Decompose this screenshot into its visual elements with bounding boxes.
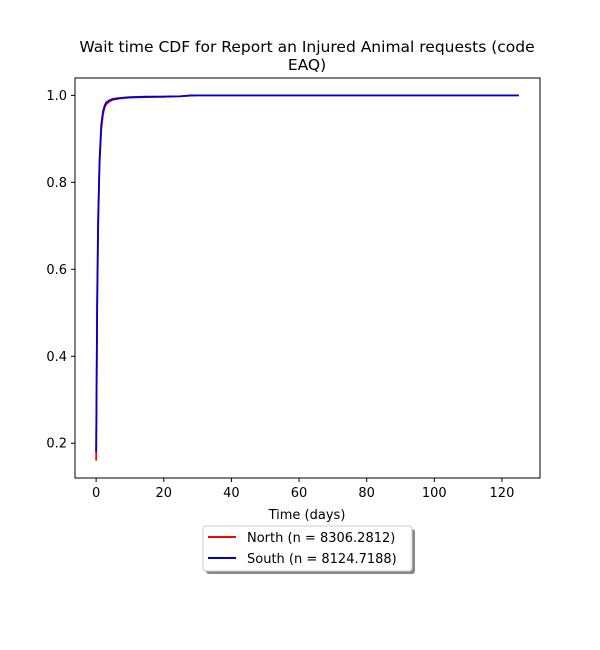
x-tick-label: 0 xyxy=(92,486,100,501)
y-tick-label: 0.4 xyxy=(46,350,67,365)
legend-label-south: South (n = 8124.7188) xyxy=(247,552,397,567)
series-line-south xyxy=(95,94,519,452)
x-tick-label: 100 xyxy=(422,486,447,501)
y-tick-label: 0.8 xyxy=(46,176,67,191)
x-axis-label: Time (days) xyxy=(268,508,346,523)
x-tick-label: 40 xyxy=(223,486,240,501)
x-tick-label: 120 xyxy=(490,486,515,501)
y-tick-label: 0.6 xyxy=(46,263,67,278)
legend: North (n = 8306.2812) South (n = 8124.71… xyxy=(202,525,415,574)
chart-title-line-2: EAQ) xyxy=(288,56,326,74)
y-tick-label: 1.0 xyxy=(46,89,67,104)
plot-series xyxy=(95,94,519,461)
y-tick-label: 0.2 xyxy=(46,437,67,452)
legend-label-north: North (n = 8306.2812) xyxy=(247,531,395,546)
x-tick-label: 60 xyxy=(291,486,308,501)
series-line-north xyxy=(95,94,519,461)
x-tick-label: 20 xyxy=(155,486,172,501)
legend-box xyxy=(202,525,413,572)
chart-title-line-1: Wait time CDF for Report an Injured Anim… xyxy=(79,38,534,56)
x-axis-ticks: 0 20 40 60 80 100 120 xyxy=(92,478,514,501)
x-tick-label: 80 xyxy=(358,486,375,501)
plot-frame xyxy=(74,77,541,479)
y-axis-ticks: 0.2 0.4 0.6 0.8 1.0 xyxy=(46,89,75,452)
